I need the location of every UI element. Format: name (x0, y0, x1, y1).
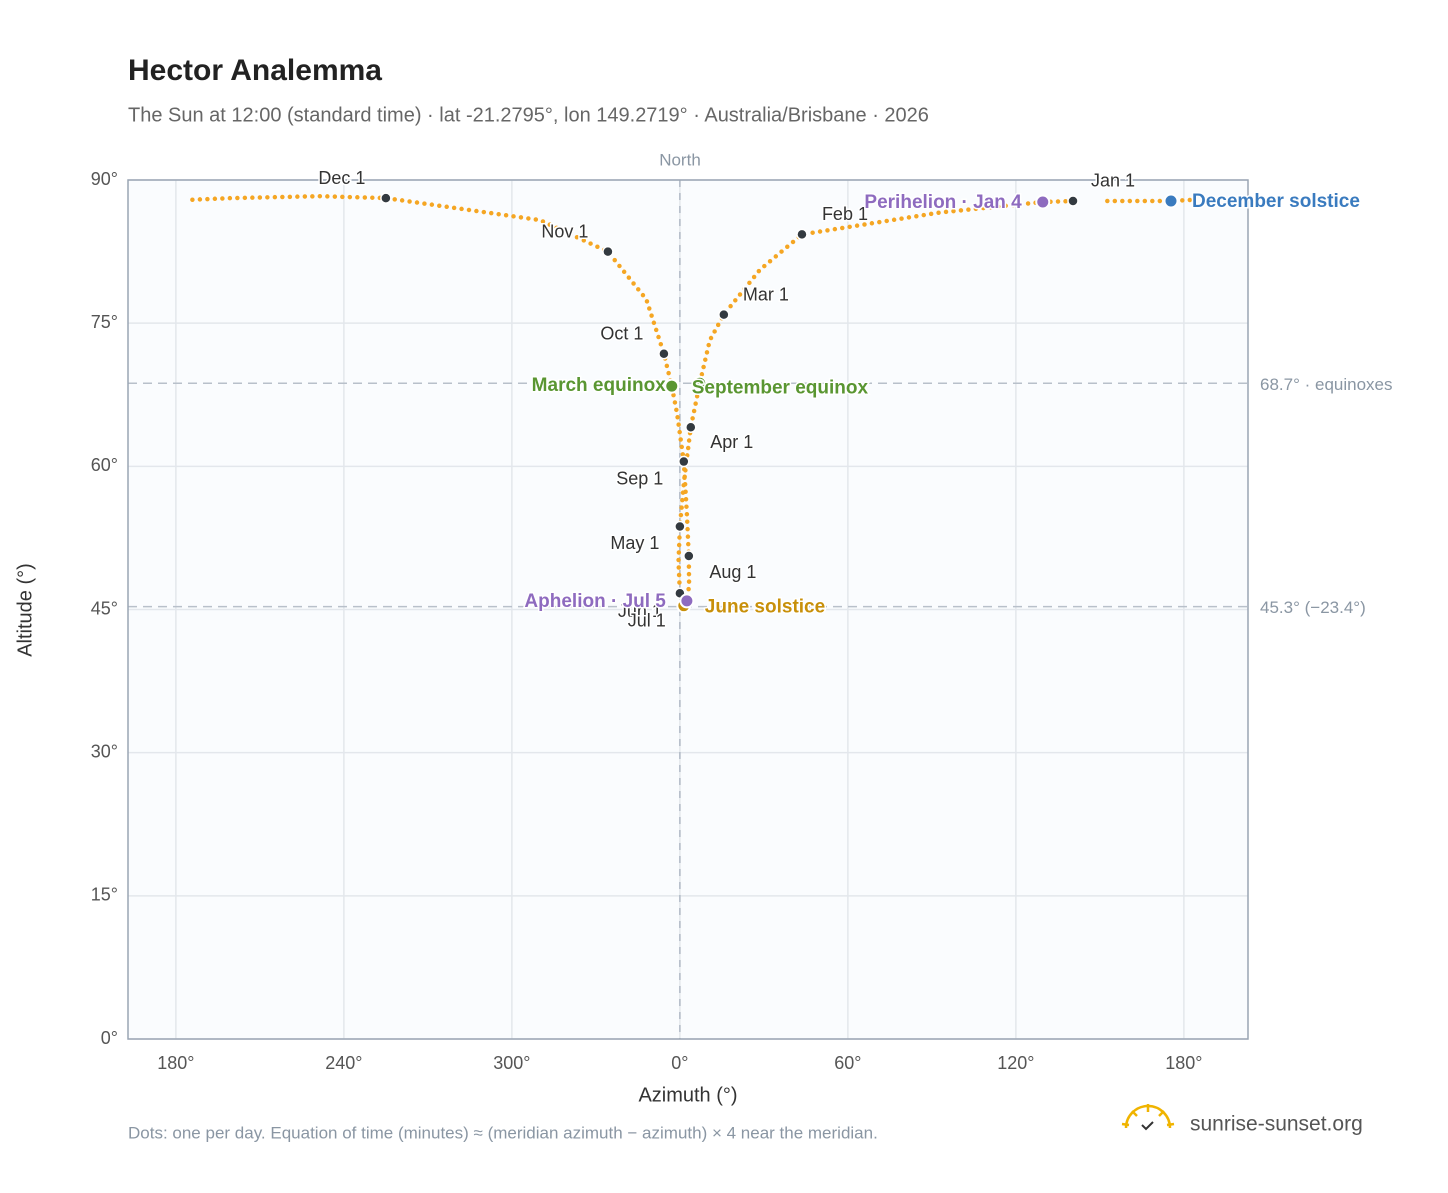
y-tick-label: 90° (91, 169, 118, 189)
month-label: Feb 1 (822, 204, 868, 224)
month-marker (1067, 195, 1079, 207)
month-label: Sep 1 (616, 468, 663, 488)
y-tick-label: 60° (91, 455, 118, 475)
y-tick-label: 75° (91, 312, 118, 332)
brand-name: sunrise-sunset.org (1190, 1113, 1363, 1136)
month-label: Nov 1 (541, 221, 588, 241)
event-marker (679, 593, 695, 609)
y-tick-label: 15° (91, 885, 118, 905)
month-label: Dec 1 (318, 168, 365, 188)
footnote: Dots: one per day. Equation of time (min… (128, 1123, 878, 1142)
month-label: May 1 (610, 533, 659, 553)
event-marker (692, 375, 708, 391)
month-label: Jul 1 (628, 610, 666, 630)
event-marker (1035, 194, 1051, 210)
month-marker (602, 245, 614, 258)
event-label: September equinox (692, 377, 869, 398)
plot-layer (128, 179, 1248, 1040)
event-label: March equinox (532, 375, 667, 396)
month-label: Apr 1 (710, 432, 753, 452)
x-tick-label: 0° (671, 1053, 688, 1073)
chart-title: Hector Analemma (128, 54, 382, 87)
month-label: Jan 1 (1091, 171, 1135, 191)
reference-label: 45.3° (−23.4°) (1260, 598, 1366, 617)
event-label: Perihelion · Jan 4 (864, 192, 1022, 213)
month-marker (718, 308, 730, 321)
x-tick-label: 180° (157, 1053, 194, 1073)
event-marker (1163, 193, 1179, 209)
event-marker (664, 378, 680, 394)
month-label: Jun 1 (618, 601, 662, 621)
chart-subtitle: The Sun at 12:00 (standard time) · lat -… (128, 104, 929, 126)
month-marker (796, 228, 808, 241)
reference-label: 68.7° · equinoxes (1260, 375, 1393, 394)
month-marker (658, 347, 670, 360)
month-marker (678, 455, 690, 468)
month-marker (674, 520, 686, 533)
brand-logo (1121, 1104, 1175, 1131)
y-axis-label: Altitude (°) (14, 563, 36, 657)
event-label: December solstice (1192, 191, 1360, 212)
month-label: Mar 1 (743, 284, 789, 304)
x-tick-label: 300° (493, 1053, 530, 1073)
event-label: June solstice (705, 597, 825, 618)
x-tick-label: 60° (834, 1053, 861, 1073)
month-label: Aug 1 (709, 562, 756, 582)
y-tick-label: 45° (91, 598, 118, 618)
month-label: Oct 1 (600, 323, 643, 343)
month-marker (683, 550, 695, 562)
month-marker (685, 421, 697, 433)
y-tick-label: 30° (91, 741, 118, 761)
x-tick-label: 240° (325, 1053, 362, 1073)
event-label: Aphelion · Jul 5 (524, 591, 666, 612)
north-label: North (659, 150, 701, 169)
month-marker (380, 192, 392, 204)
x-tick-label: 120° (997, 1053, 1034, 1073)
plot-border (127, 179, 1249, 1040)
x-axis-label: Azimuth (°) (638, 1084, 737, 1106)
x-tick-label: 180° (1165, 1053, 1202, 1073)
y-tick-label: 0° (101, 1028, 118, 1048)
